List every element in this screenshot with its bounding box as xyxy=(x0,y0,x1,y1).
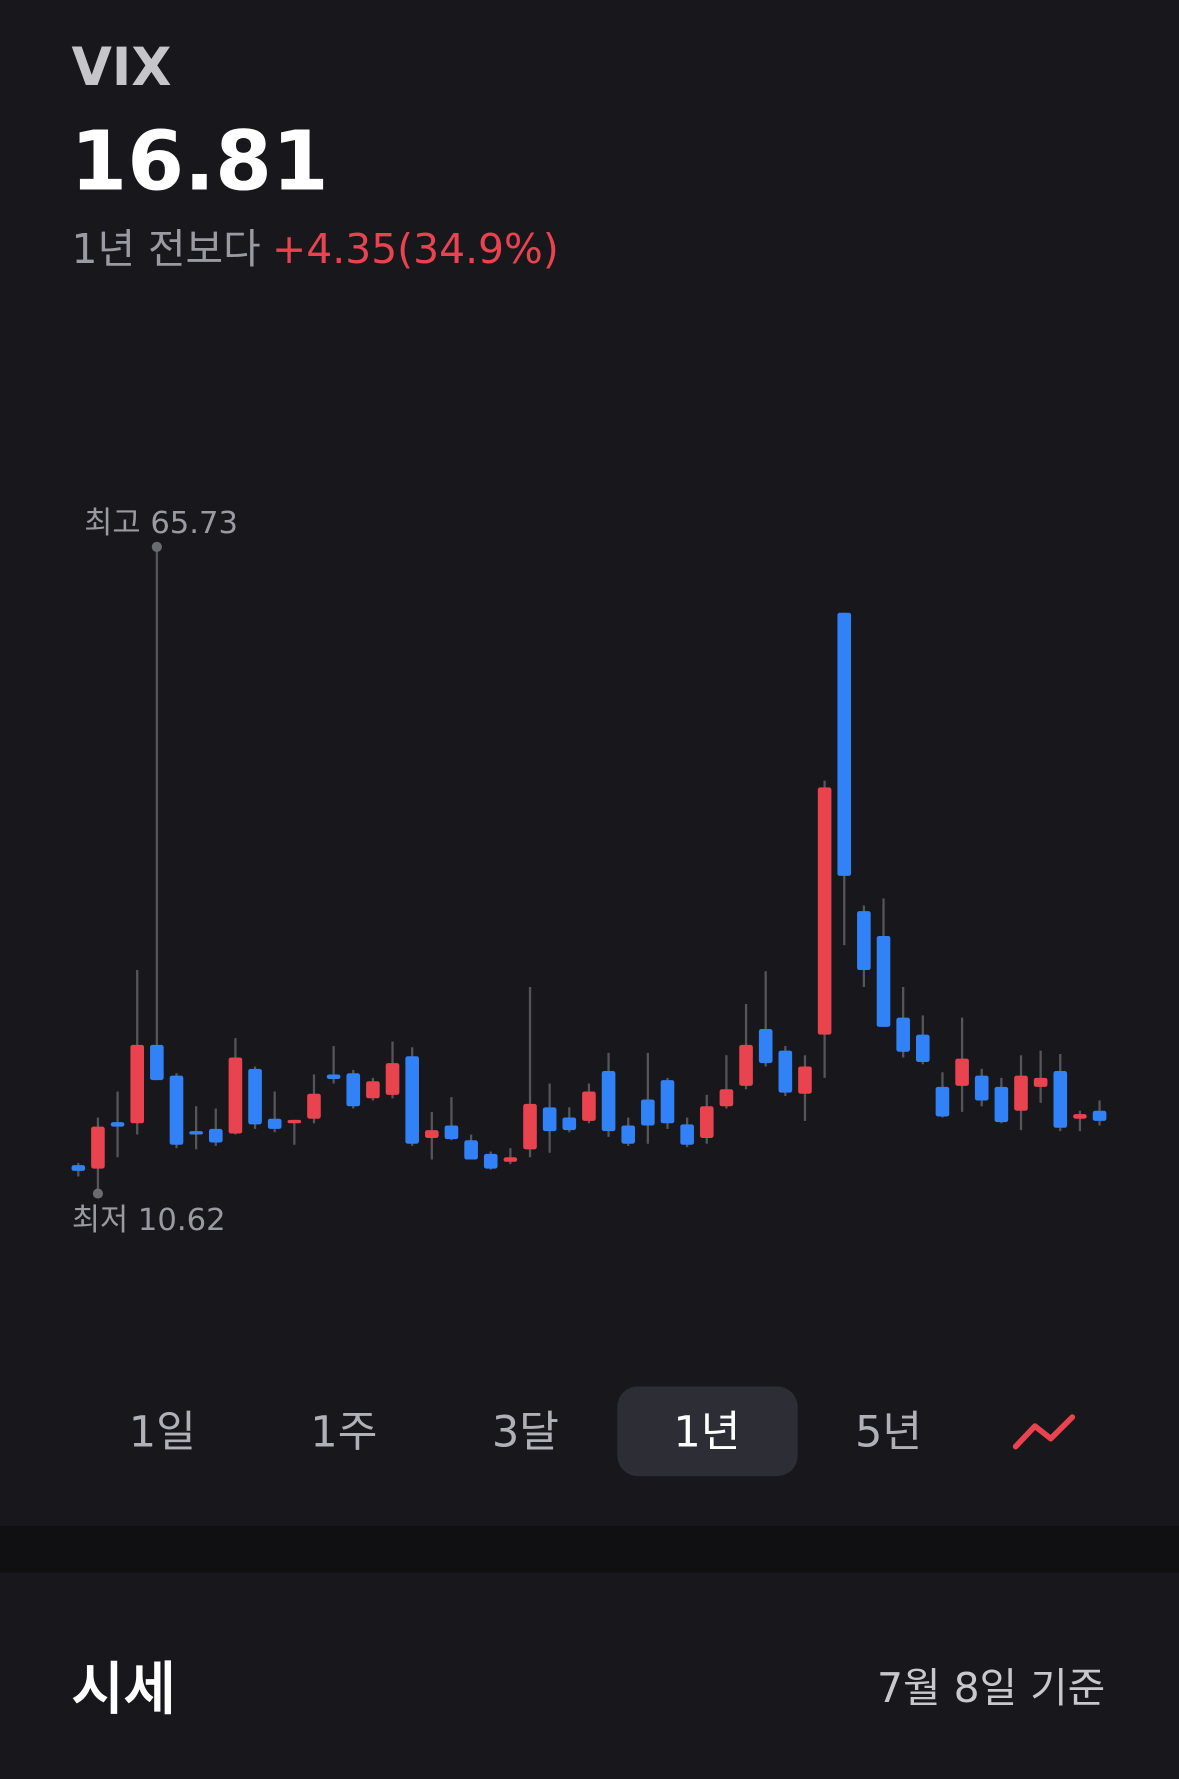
low-label: 최저 10.62 xyxy=(72,1203,226,1238)
candle-body xyxy=(935,1086,950,1117)
section-date: 7월 8일 기준 xyxy=(877,1664,1105,1712)
candle-body xyxy=(562,1117,577,1131)
candle-body xyxy=(621,1125,636,1144)
candle-body xyxy=(660,1080,675,1124)
period-tab[interactable]: 1일 xyxy=(129,1408,196,1458)
candle-body xyxy=(542,1107,557,1132)
candle-body xyxy=(307,1093,321,1119)
candle-body xyxy=(267,1118,282,1129)
candle-body xyxy=(1053,1071,1068,1128)
candle-body xyxy=(150,1044,164,1081)
period-tab[interactable]: 5년 xyxy=(855,1408,922,1458)
symbol: VIX xyxy=(71,38,171,98)
candle-body xyxy=(503,1157,518,1162)
candle-body xyxy=(444,1125,459,1140)
candle-body xyxy=(110,1122,125,1127)
candle-body xyxy=(483,1153,498,1169)
candle-body xyxy=(974,1075,989,1101)
candle-body xyxy=(71,1165,86,1171)
candle-body xyxy=(366,1081,380,1099)
period-tab[interactable]: 1년 xyxy=(673,1408,740,1458)
chart-type-toggle[interactable] xyxy=(1012,1414,1076,1450)
change: +4.35(34.9%) xyxy=(272,225,559,273)
candle-body xyxy=(758,1029,773,1064)
candle-body xyxy=(228,1057,243,1134)
candle-body xyxy=(1014,1075,1028,1111)
candle-body xyxy=(876,935,891,1027)
candle-body xyxy=(1092,1110,1107,1121)
candle-body xyxy=(523,1103,537,1150)
price: 16.81 xyxy=(70,114,328,209)
candle-body xyxy=(169,1075,184,1145)
candle-body xyxy=(955,1058,969,1086)
tab-selected-bg xyxy=(617,1386,798,1477)
candle-body xyxy=(91,1126,105,1169)
low-marker xyxy=(92,1188,104,1199)
candle-body xyxy=(857,911,871,971)
candle-body xyxy=(287,1119,302,1124)
candle-body xyxy=(425,1130,439,1138)
candle-body xyxy=(778,1050,793,1093)
candle-body xyxy=(699,1106,714,1138)
candlestick-chart: 최고 65.73 최저 10.62 xyxy=(71,506,1107,1238)
change-prefix: 1년 전보다 xyxy=(71,225,260,273)
candle-body xyxy=(385,1063,400,1095)
candle-body xyxy=(346,1073,361,1107)
candle-body xyxy=(582,1091,596,1121)
candle-body xyxy=(248,1068,262,1125)
candle-body xyxy=(641,1099,655,1126)
candle-body xyxy=(916,1034,930,1063)
candle-body xyxy=(601,1071,616,1132)
change-line: 1년 전보다 +4.35(34.9%) xyxy=(71,225,558,273)
candle-body xyxy=(817,787,832,1035)
candle-body xyxy=(739,1044,753,1086)
candle-body xyxy=(326,1074,341,1080)
candle-body xyxy=(130,1044,145,1124)
section-title: 시세 xyxy=(71,1657,175,1723)
candle-body xyxy=(994,1086,1009,1123)
candle-body xyxy=(680,1124,694,1145)
period-tab[interactable]: 3달 xyxy=(492,1408,559,1458)
period-tabs: 1일 1주 3달 1년 5년 xyxy=(129,1386,922,1477)
high-marker xyxy=(151,541,162,552)
candle-body xyxy=(896,1017,910,1052)
candle-body xyxy=(1073,1114,1087,1119)
candle-body xyxy=(464,1140,478,1160)
candle-body xyxy=(405,1056,419,1144)
period-tab[interactable]: 1주 xyxy=(310,1408,377,1458)
candle-body xyxy=(719,1089,734,1107)
candle-body xyxy=(798,1066,812,1094)
high-label: 최고 65.73 xyxy=(84,506,238,541)
candle-body xyxy=(189,1131,203,1135)
candle-body xyxy=(208,1128,223,1143)
candle-body xyxy=(837,612,852,876)
divider xyxy=(0,1525,1179,1573)
candle-body xyxy=(1033,1077,1048,1087)
